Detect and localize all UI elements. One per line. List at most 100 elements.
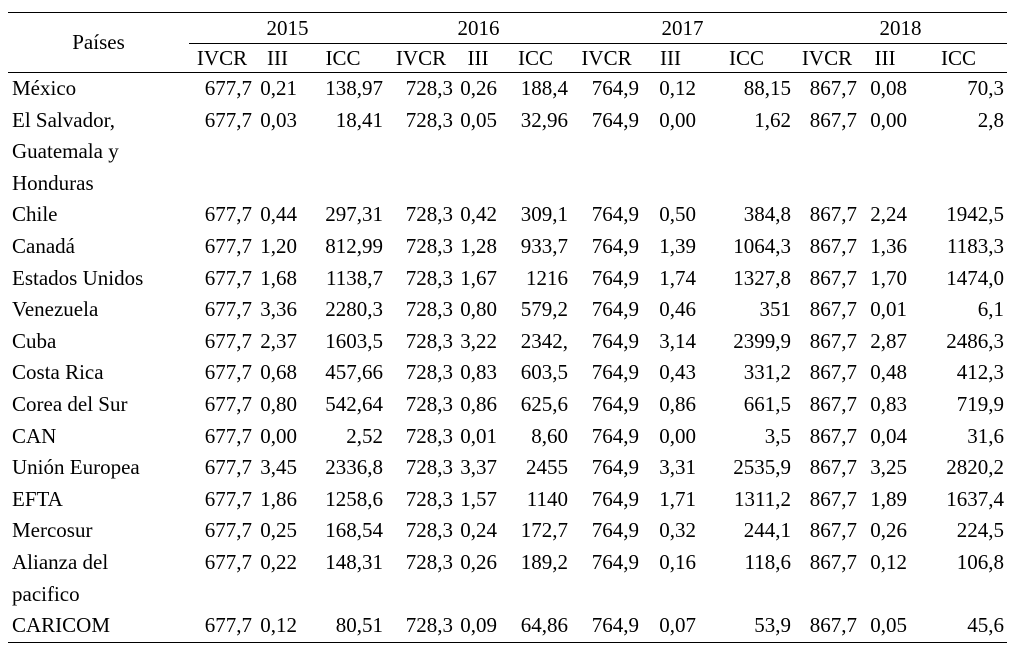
ivcr-value-cell: 677,7 [204, 76, 252, 100]
country-cell: Alianza del pacifico [8, 547, 189, 610]
ivcr-value-cell: 677,7 [204, 297, 252, 322]
icc-value-cell: 1327,8 [733, 265, 791, 290]
ivcr-value-cell: 764,9 [591, 107, 639, 132]
icc-value-cell: 661,5 [743, 391, 791, 416]
iii-value-cell: 1,71 [659, 486, 696, 511]
ivcr-value-cell: 728,3 [405, 360, 453, 385]
ivcr-value-cell: 677,7 [204, 233, 252, 258]
ivcr-value-cell: 867,7 [809, 76, 857, 100]
table-row: Costa Rica 677,7 0,68 457,66 728,3 0,83 603,5 7… [8, 357, 1007, 389]
iii-value-cell: 3,37 [460, 455, 497, 480]
iii-value-cell: 3,36 [260, 297, 297, 322]
icc-value-cell: 6,1 [977, 297, 1004, 322]
icc-value-cell: 244,1 [743, 518, 791, 543]
iii-value-cell: 0,00 [870, 107, 907, 132]
icc-value-cell: 2,52 [346, 423, 383, 448]
iii-value-cell: 1,39 [659, 233, 696, 258]
ivcr-value-cell: 867,7 [809, 391, 857, 416]
icc-value-cell: 2342, [520, 328, 568, 353]
year-header: 2018 [794, 12, 1007, 44]
icc-value-cell: 1138,7 [326, 265, 383, 290]
country-name-line: Chile [12, 202, 58, 227]
icc-value-cell: 64,86 [500, 610, 571, 643]
icc-value-cell: 2336,8 [325, 455, 383, 480]
iii-value-cell: 0,16 [659, 549, 696, 574]
icc-value-cell: 189,2 [520, 549, 568, 574]
table-row: Unión Europea 677,7 3,45 2336,8 728,3 3,37 245… [8, 452, 1007, 484]
ivcr-value-cell: 677,7 [204, 107, 252, 132]
country-cell: Cuba [8, 326, 189, 358]
ivcr-value-cell: 677,7 [204, 202, 252, 227]
year-header: 2015 [189, 12, 386, 44]
country-name-line: pacifico [12, 581, 80, 606]
country-name-line: Costa Rica [12, 360, 104, 385]
indicator-header-row: IVCR III ICC IVCR III ICC IVCR III ICC IVCR III ICC [8, 43, 1007, 73]
indicator-header: ICC [500, 43, 571, 73]
icc-value-cell: 412,3 [956, 360, 1004, 385]
country-name-line: Cuba [12, 328, 57, 353]
iii-value-cell: 0,08 [870, 76, 907, 100]
ivcr-value-cell: 677,7 [204, 328, 252, 353]
ivcr-value-cell: 764,9 [591, 423, 639, 448]
country-cell: CARICOM [8, 610, 189, 643]
icc-value-cell: 80,51 [300, 610, 386, 643]
country-cell: EFTA [8, 484, 189, 516]
iii-value-cell: 0,00 [659, 423, 696, 448]
icc-value-cell: 1474,0 [946, 265, 1004, 290]
ivcr-value-cell: 728,3 [405, 423, 453, 448]
indicator-header: III [642, 43, 699, 73]
table-body: México 677,7 0,21 138,97 728,3 0,26 188,4 764,9… [8, 73, 1007, 643]
iii-value-cell: 3,31 [659, 455, 696, 480]
country-cell: México [8, 73, 189, 105]
icc-value-cell: 603,5 [520, 360, 568, 385]
country-cell: Mercosur [8, 515, 189, 547]
iii-value-cell: 0,48 [870, 360, 907, 385]
iii-value-cell: 0,03 [260, 107, 297, 132]
icc-value-cell: 1140 [526, 486, 568, 511]
country-cell: Costa Rica [8, 357, 189, 389]
ivcr-value-cell: 677,7 [204, 360, 252, 385]
icc-value-cell: 88,15 [743, 76, 791, 100]
ivcr-value-cell: 764,9 [591, 233, 639, 258]
country-name-line: Mercosur [12, 518, 93, 543]
year-header: 2017 [571, 12, 794, 44]
ivcr-value-cell: 867,7 [809, 233, 857, 258]
ivcr-value-cell: 867,7 [809, 486, 857, 511]
ivcr-value-cell: 728,3 [405, 391, 453, 416]
icc-value-cell: 625,6 [520, 391, 568, 416]
country-name-line: CAN [12, 423, 57, 448]
indicator-header: IVCR [794, 43, 860, 73]
iii-value-cell: 0,80 [460, 297, 497, 322]
iii-value-cell: 2,87 [870, 328, 907, 353]
ivcr-value-cell: 677,7 [204, 265, 252, 290]
ivcr-value-cell: 728,3 [405, 107, 453, 132]
iii-value-cell: 3,22 [460, 328, 497, 353]
iii-value-cell: 0,12 [255, 610, 300, 643]
table-row: México 677,7 0,21 138,97 728,3 0,26 188,4 764,9… [8, 73, 1007, 105]
icc-value-cell: 2,8 [977, 107, 1004, 132]
icc-value-cell: 1637,4 [946, 486, 1004, 511]
ivcr-value-cell: 764,9 [571, 610, 642, 643]
icc-value-cell: 309,1 [520, 202, 568, 227]
table-row: Venezuela 677,7 3,36 2280,3 728,3 0,80 579,2 76… [8, 294, 1007, 326]
icc-value-cell: 138,97 [325, 76, 383, 100]
ivcr-value-cell: 764,9 [591, 549, 639, 574]
table-row: CAN 677,7 0,00 2,52 728,3 0,01 8,60 764,9 0,00 3,… [8, 421, 1007, 453]
icc-value-cell: 2455 [526, 455, 568, 480]
country-name-line: Unión Europea [12, 455, 140, 480]
indicator-header: IVCR [571, 43, 642, 73]
country-name-line: Canadá [12, 233, 75, 258]
iii-value-cell: 0,83 [460, 360, 497, 385]
iii-value-cell: 0,86 [460, 391, 497, 416]
iii-value-cell: 0,80 [260, 391, 297, 416]
indicator-header: ICC [699, 43, 794, 73]
ivcr-value-cell: 728,3 [405, 265, 453, 290]
icc-value-cell: 719,9 [956, 391, 1004, 416]
iii-value-cell: 1,89 [870, 486, 907, 511]
country-name-line: Estados Unidos [12, 265, 144, 290]
iii-value-cell: 0,42 [460, 202, 497, 227]
iii-value-cell: 1,67 [460, 265, 497, 290]
iii-value-cell: 1,20 [260, 233, 297, 258]
year-header: 2016 [386, 12, 571, 44]
icc-value-cell: 384,8 [743, 202, 791, 227]
